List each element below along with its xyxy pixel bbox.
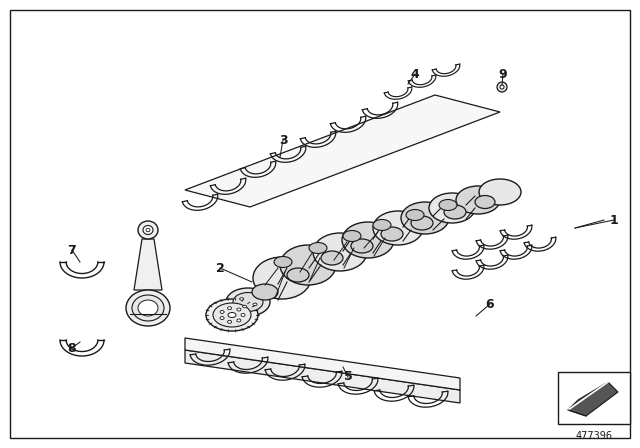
Ellipse shape bbox=[500, 85, 504, 89]
Ellipse shape bbox=[274, 257, 292, 267]
Polygon shape bbox=[185, 350, 460, 403]
Bar bbox=[558, 372, 630, 424]
Text: 2: 2 bbox=[216, 262, 225, 275]
Text: 6: 6 bbox=[486, 297, 494, 310]
Text: 9: 9 bbox=[499, 68, 508, 81]
Ellipse shape bbox=[226, 288, 270, 316]
Polygon shape bbox=[568, 382, 618, 416]
Ellipse shape bbox=[444, 205, 466, 219]
Ellipse shape bbox=[253, 257, 311, 299]
Text: 3: 3 bbox=[278, 134, 287, 146]
Ellipse shape bbox=[143, 225, 153, 234]
Ellipse shape bbox=[126, 290, 170, 326]
Ellipse shape bbox=[373, 220, 391, 231]
Ellipse shape bbox=[411, 216, 433, 230]
Ellipse shape bbox=[132, 295, 164, 321]
Ellipse shape bbox=[252, 284, 278, 300]
Ellipse shape bbox=[138, 221, 158, 239]
Ellipse shape bbox=[220, 317, 224, 319]
Ellipse shape bbox=[220, 310, 224, 314]
Ellipse shape bbox=[406, 210, 424, 220]
Ellipse shape bbox=[138, 300, 158, 316]
Ellipse shape bbox=[313, 233, 367, 271]
Ellipse shape bbox=[213, 303, 251, 327]
Ellipse shape bbox=[497, 82, 507, 92]
Ellipse shape bbox=[237, 319, 241, 322]
Ellipse shape bbox=[381, 227, 403, 241]
Text: 1: 1 bbox=[610, 214, 618, 227]
Ellipse shape bbox=[228, 320, 232, 323]
Ellipse shape bbox=[206, 299, 258, 331]
Ellipse shape bbox=[342, 222, 394, 258]
Polygon shape bbox=[185, 95, 500, 207]
Ellipse shape bbox=[241, 314, 245, 316]
Text: 5: 5 bbox=[344, 370, 353, 383]
Ellipse shape bbox=[237, 308, 241, 311]
Ellipse shape bbox=[456, 186, 500, 214]
Polygon shape bbox=[185, 338, 460, 390]
Ellipse shape bbox=[233, 293, 263, 311]
Ellipse shape bbox=[228, 307, 232, 310]
Text: 4: 4 bbox=[411, 68, 419, 81]
Ellipse shape bbox=[479, 179, 521, 205]
Ellipse shape bbox=[309, 242, 327, 254]
Ellipse shape bbox=[287, 268, 309, 282]
Ellipse shape bbox=[253, 303, 257, 306]
Ellipse shape bbox=[373, 211, 423, 245]
Ellipse shape bbox=[280, 245, 336, 285]
Ellipse shape bbox=[243, 305, 246, 308]
Ellipse shape bbox=[351, 239, 373, 253]
Ellipse shape bbox=[475, 195, 495, 208]
Ellipse shape bbox=[343, 231, 361, 241]
Ellipse shape bbox=[146, 228, 150, 232]
Ellipse shape bbox=[401, 202, 449, 234]
Ellipse shape bbox=[321, 251, 343, 265]
Ellipse shape bbox=[239, 297, 244, 300]
Ellipse shape bbox=[429, 193, 475, 223]
Polygon shape bbox=[134, 239, 162, 290]
Ellipse shape bbox=[228, 313, 236, 318]
Text: 477396: 477396 bbox=[575, 431, 612, 441]
Ellipse shape bbox=[439, 199, 457, 211]
Text: 8: 8 bbox=[68, 341, 76, 354]
Text: 7: 7 bbox=[68, 244, 76, 257]
